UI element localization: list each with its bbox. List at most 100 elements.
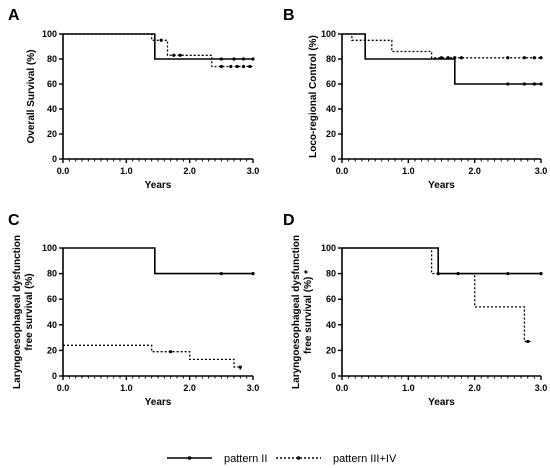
x-tick-label: 2.0 <box>183 383 196 393</box>
y-tick-label: 40 <box>326 320 336 330</box>
series-pattern-iii-iv-censor-mark <box>453 56 457 60</box>
series-pattern-iii-iv-censor-mark <box>159 38 163 42</box>
y-tick-label: 40 <box>47 104 57 114</box>
panel-letter: D <box>283 212 295 229</box>
series-pattern-iii-iv-censor-mark <box>436 272 440 276</box>
series-pattern-iii-iv-censor-mark <box>522 56 527 60</box>
y-tick-label: 20 <box>47 345 57 355</box>
panel-d: D 0 20 40 60 80 100 0.0 1.0 2.0 3.0 Years Laryngoeso… <box>283 212 547 408</box>
series-pattern-ii-line <box>63 33 253 60</box>
series-pattern-iii-iv-censor-mark <box>219 64 223 69</box>
y-tick-label: 40 <box>326 104 336 114</box>
series-pattern-iii-iv-censor-mark <box>532 56 536 60</box>
y-axis-label: Laryngoesophageal dysfunctionfree surviv… <box>291 235 314 389</box>
series-pattern-ii-line <box>342 33 541 85</box>
series-pattern-ii-censor-mark <box>219 272 223 276</box>
y-axis-label: Laryngoesophageal dysfunctionfree surviv… <box>12 235 35 389</box>
legend-dotted-label: pattern III+IV <box>333 453 397 465</box>
x-tick-label: 0.0 <box>336 166 349 176</box>
y-tick-label: 80 <box>326 269 336 279</box>
y-tick-label: 80 <box>47 54 57 64</box>
y-axis-label-line: Laryngoesophageal dysfunction <box>291 235 302 389</box>
y-tick-label: 60 <box>47 294 57 304</box>
series-pattern-ii-censor-mark <box>522 82 527 86</box>
x-tick-label: 1.0 <box>120 383 133 393</box>
series-pattern-ii-censor-mark <box>539 272 543 276</box>
y-tick-label: 0 <box>331 154 336 164</box>
x-tick-label: 2.0 <box>183 166 196 176</box>
series-pattern-iii-iv-censor-mark <box>506 56 510 60</box>
panel-letter: A <box>8 7 20 24</box>
x-tick-label: 1.0 <box>402 166 415 176</box>
y-tick-label: 100 <box>42 29 57 39</box>
y-tick-label: 60 <box>326 79 336 89</box>
y-tick-label: 80 <box>47 269 57 279</box>
series-pattern-ii-censor-mark <box>506 82 510 86</box>
series-pattern-iii-iv-censor-mark <box>446 56 450 60</box>
series-pattern-iii-iv-censor-mark <box>172 53 176 57</box>
y-tick-label: 60 <box>326 294 336 304</box>
y-axis-label-line: Loco-regional Control (%) <box>308 35 319 158</box>
series-pattern-ii-censor-mark <box>241 57 246 61</box>
y-axis-label-line: Overall Survival (%) <box>26 50 37 144</box>
series-pattern-iii-iv-censor-mark <box>178 53 182 57</box>
y-tick-label: 20 <box>326 129 336 139</box>
series-pattern-ii-censor-mark <box>251 272 255 276</box>
series-pattern-iii-iv-censor-mark <box>235 64 239 69</box>
x-axis-label: Years <box>428 180 455 191</box>
chart-panels: A 0 20 40 60 80 100 0.0 1.0 2.0 3.0 Years Overall Su… <box>8 7 547 408</box>
legend: pattern II pattern III+IV <box>167 453 397 465</box>
y-tick-label: 40 <box>47 320 57 330</box>
series-pattern-iii-iv-censor-mark <box>526 339 530 344</box>
x-axis-label: Years <box>145 180 172 191</box>
x-tick-label: 3.0 <box>535 166 548 176</box>
y-axis-label-line: free survival (%) <box>24 273 35 350</box>
x-tick-label: 0.0 <box>57 166 70 176</box>
y-tick-label: 20 <box>47 129 57 139</box>
legend-solid-marker <box>187 456 192 460</box>
series-pattern-iii-iv-censor-mark <box>241 64 246 69</box>
y-tick-label: 80 <box>326 54 336 64</box>
panel-letter: C <box>8 212 20 229</box>
series-pattern-ii-censor-mark <box>251 57 255 61</box>
x-tick-label: 3.0 <box>247 383 260 393</box>
y-tick-label: 60 <box>47 79 57 89</box>
x-tick-label: 0.0 <box>336 383 349 393</box>
x-tick-label: 2.0 <box>468 383 481 393</box>
y-tick-label: 100 <box>321 29 336 39</box>
series-pattern-ii-line <box>342 247 541 275</box>
y-axis-label-line: free survival (%) * <box>303 270 314 354</box>
series-pattern-iii-iv-censor-mark <box>539 56 543 60</box>
series-pattern-ii-line <box>63 247 253 275</box>
series-pattern-iii-iv-line <box>342 247 531 343</box>
panel-b: B 0 20 40 60 80 100 0.0 1.0 2.0 3.0 Years Loco-regio… <box>283 7 547 191</box>
series-pattern-ii-censor-mark <box>219 57 223 61</box>
panel-letter: B <box>283 7 295 24</box>
x-axis-label: Years <box>428 397 455 408</box>
x-tick-label: 1.0 <box>402 383 415 393</box>
y-axis-label-line: Laryngoesophageal dysfunction <box>12 235 23 389</box>
y-tick-label: 0 <box>52 371 57 381</box>
series-pattern-iii-iv-censor-mark <box>169 350 173 354</box>
y-tick-label: 0 <box>331 371 336 381</box>
y-tick-label: 100 <box>321 243 336 253</box>
series-pattern-iii-iv-censor-mark <box>439 56 444 60</box>
legend-dotted-marker <box>296 456 301 460</box>
y-tick-label: 20 <box>326 345 336 355</box>
series-pattern-ii-censor-mark <box>532 82 536 86</box>
x-tick-label: 0.0 <box>57 383 70 393</box>
series-pattern-iii-iv-censor-mark <box>248 64 252 69</box>
y-axis-label: Loco-regional Control (%) <box>308 35 319 158</box>
x-tick-label: 3.0 <box>535 383 548 393</box>
series-pattern-ii-censor-mark <box>506 272 510 276</box>
series-pattern-iii-iv-censor-mark <box>238 365 242 369</box>
panel-a: A 0 20 40 60 80 100 0.0 1.0 2.0 3.0 Years Overall Su… <box>8 7 259 191</box>
panel-c: C 0 20 40 60 80 100 0.0 1.0 2.0 3.0 Years Laryngoeso… <box>8 212 259 408</box>
legend-solid-entry: pattern II <box>167 453 267 465</box>
y-axis-label: Overall Survival (%) <box>26 50 37 144</box>
series-pattern-iii-iv-line <box>342 33 541 59</box>
series-pattern-iii-iv-line <box>63 33 253 68</box>
legend-solid-label: pattern II <box>224 453 267 465</box>
legend-dotted-entry: pattern III+IV <box>276 453 397 465</box>
